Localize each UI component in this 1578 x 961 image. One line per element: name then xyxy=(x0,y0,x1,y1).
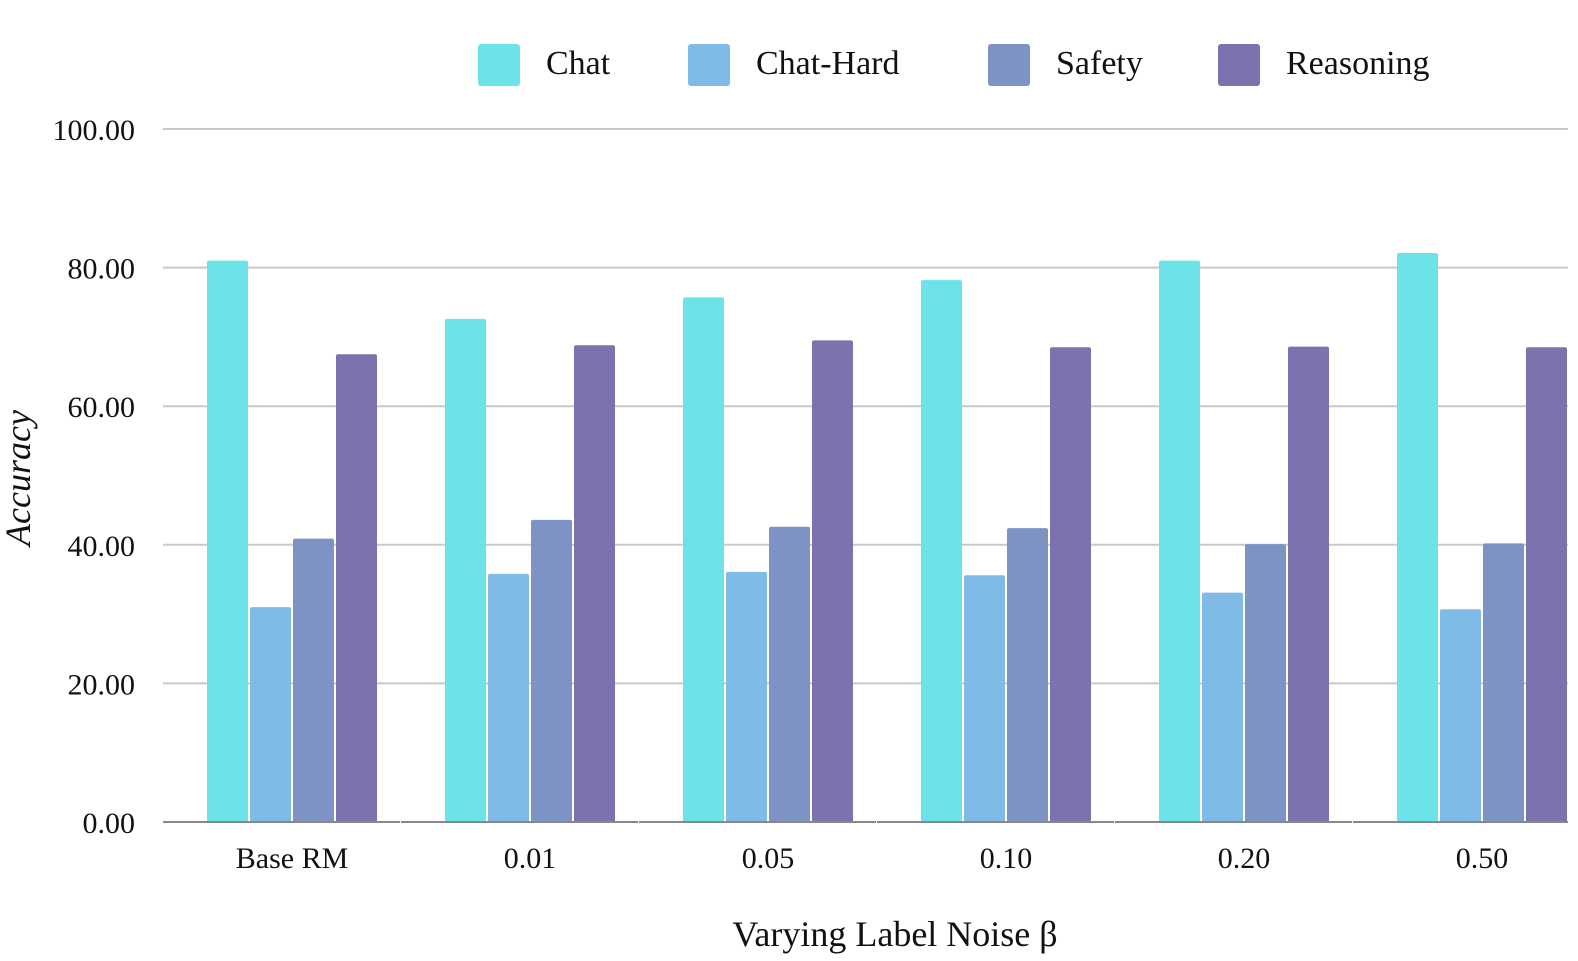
bar-safety-4 xyxy=(1245,544,1286,822)
y-axis-title: Accuracy xyxy=(0,410,38,548)
bar-chat-1 xyxy=(445,318,486,822)
x-tick-label: 0.20 xyxy=(1218,842,1271,875)
bar-safety-5 xyxy=(1483,543,1524,822)
bar-chat-hard-4 xyxy=(1202,592,1243,822)
bar-chat-4 xyxy=(1159,260,1200,822)
bar-chat-0 xyxy=(207,260,248,822)
legend-item-safety: Safety xyxy=(988,44,1143,86)
y-tick-label: 40.00 xyxy=(68,530,136,563)
x-tick-label: Base RM xyxy=(236,842,349,875)
bar-reasoning-2 xyxy=(812,340,853,822)
bar-safety-0 xyxy=(293,538,334,822)
legend-label: Reasoning xyxy=(1286,45,1430,82)
x-tick-label: 0.01 xyxy=(504,842,557,875)
bar-reasoning-5 xyxy=(1526,347,1567,822)
bars xyxy=(207,253,1567,823)
y-tick-label: 100.00 xyxy=(53,114,136,147)
x-tick-labels: Base RM 0.01 0.05 0.10 0.20 0.50 xyxy=(236,842,1509,875)
bar-chat-3 xyxy=(921,280,962,823)
legend-label: Chat xyxy=(546,45,611,82)
legend: Chat Chat-Hard Safety Reasoning xyxy=(478,44,1430,86)
bar-reasoning-3 xyxy=(1050,347,1091,822)
y-tick-label: 0.00 xyxy=(83,807,136,840)
legend-item-chat: Chat xyxy=(478,44,611,86)
bar-safety-2 xyxy=(769,526,810,822)
legend-label: Safety xyxy=(1056,45,1143,82)
bar-chat-2 xyxy=(683,297,724,822)
legend-item-reasoning: Reasoning xyxy=(1218,44,1430,86)
legend-swatch xyxy=(478,44,520,86)
bar-safety-1 xyxy=(531,519,572,822)
bar-reasoning-4 xyxy=(1288,346,1329,822)
y-tick-labels: 0.00 20.00 40.00 60.00 80.00 100.00 xyxy=(53,114,136,840)
x-axis-title: Varying Label Noise β xyxy=(732,914,1057,954)
x-tick-label: 0.10 xyxy=(980,842,1033,875)
legend-swatch xyxy=(1218,44,1260,86)
bar-safety-3 xyxy=(1007,528,1048,822)
legend-label: Chat-Hard xyxy=(756,45,900,82)
legend-swatch xyxy=(988,44,1030,86)
bar-chat-hard-0 xyxy=(250,607,291,822)
bar-chat-hard-2 xyxy=(726,571,767,822)
bar-chat-hard-5 xyxy=(1440,609,1481,822)
bar-chat-hard-1 xyxy=(488,573,529,822)
y-tick-label: 20.00 xyxy=(68,668,136,701)
x-tick-label: 0.50 xyxy=(1456,842,1509,875)
legend-swatch xyxy=(688,44,730,86)
bar-chat-5 xyxy=(1397,253,1438,822)
gridlines xyxy=(163,128,1568,685)
y-tick-label: 60.00 xyxy=(68,391,136,424)
bar-chat-hard-3 xyxy=(964,575,1005,822)
legend-item-chat-hard: Chat-Hard xyxy=(688,44,900,86)
bar-reasoning-1 xyxy=(574,345,615,822)
y-tick-label: 80.00 xyxy=(68,253,136,286)
bar-reasoning-0 xyxy=(336,354,377,822)
x-tick-label: 0.05 xyxy=(742,842,795,875)
